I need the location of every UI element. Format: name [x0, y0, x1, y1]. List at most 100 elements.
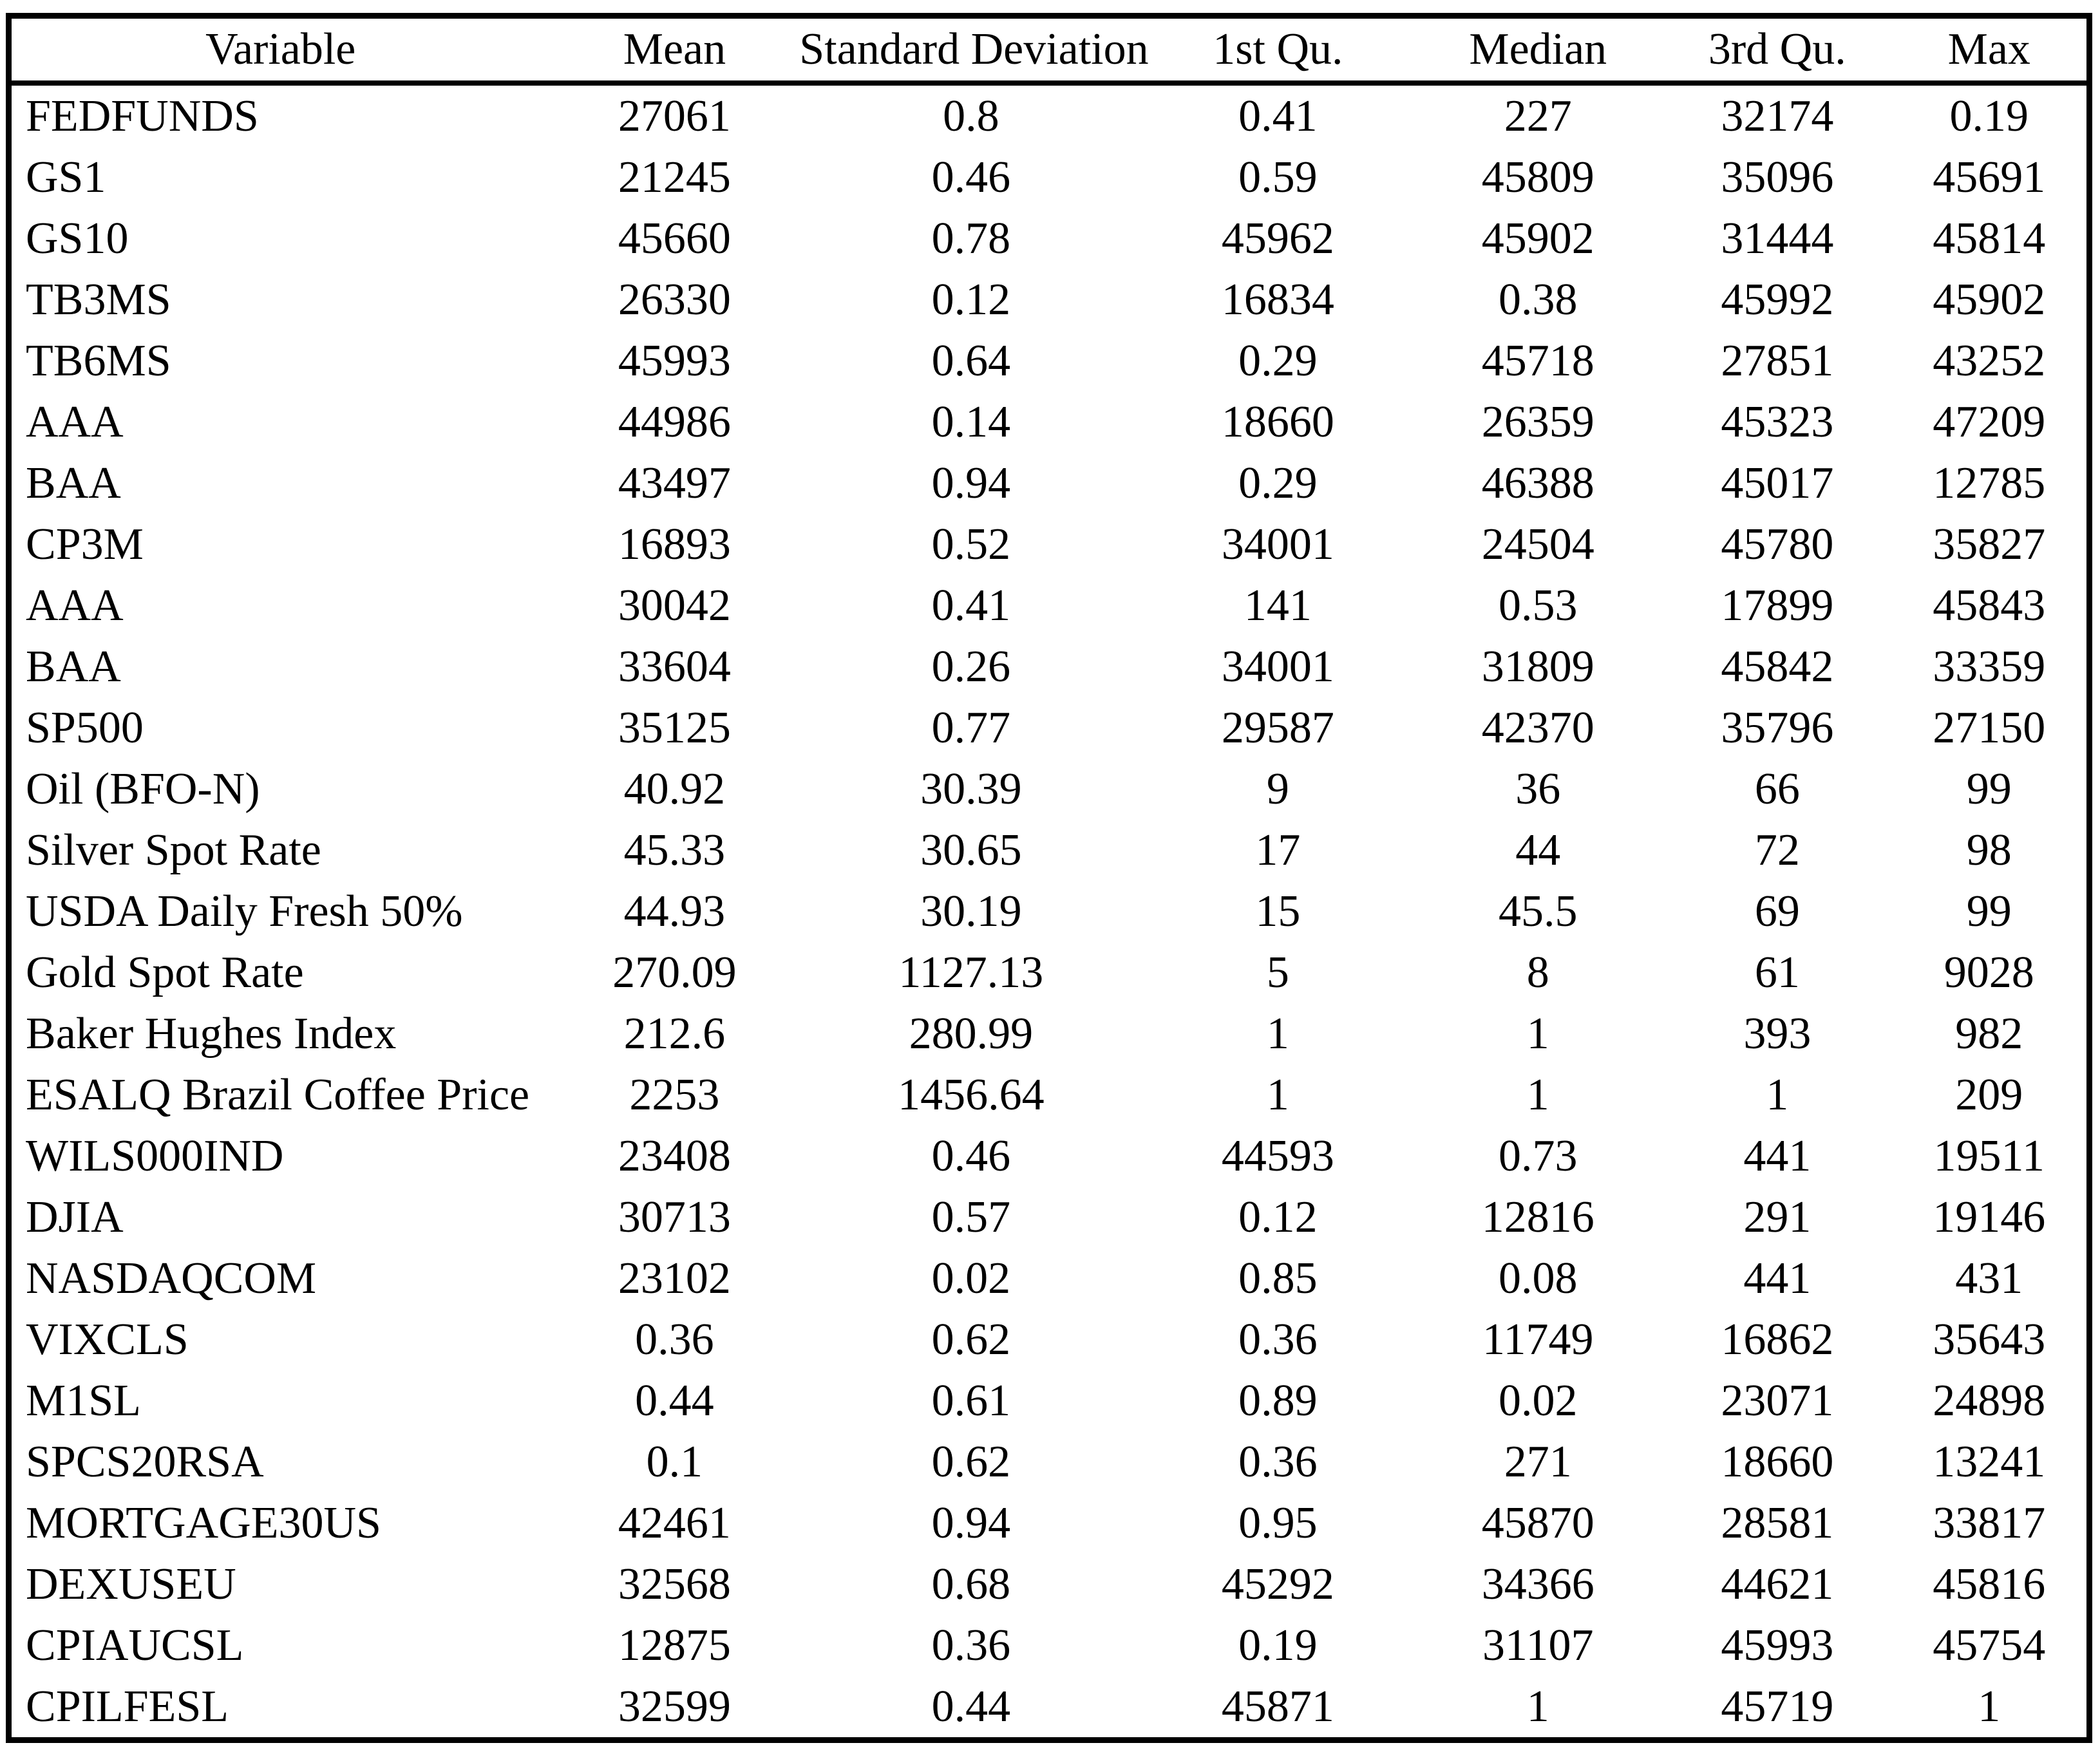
table-cell: 30.39 — [920, 764, 1022, 814]
row-label: TB6MS — [26, 335, 171, 386]
table-cell: 32599 — [618, 1681, 731, 1731]
table-cell: 32174 — [1721, 91, 1834, 141]
table-cell: 28581 — [1721, 1498, 1834, 1548]
table-cell: 44986 — [618, 397, 731, 447]
row-label: DEXUSEU — [26, 1559, 236, 1609]
table-cell: 45902 — [1481, 213, 1594, 263]
table-row: CPILFESL 32599 0.44 45871 1 45719 1 — [9, 1676, 2090, 1740]
table-row: SP500 35125 0.77 29587 42370 35796 27150 — [9, 697, 2090, 758]
table-cell: 34366 — [1481, 1559, 1594, 1609]
table-cell: 0.41 — [931, 580, 1011, 630]
table-cell: 45660 — [618, 213, 731, 263]
row-label: NASDAQCOM — [26, 1253, 317, 1303]
row-label: GS10 — [26, 213, 129, 263]
table-cell: 0.44 — [931, 1681, 1011, 1731]
table-cell: 0.59 — [1238, 152, 1318, 202]
table-row: ESALQ Brazil Coffee Price 2253 1456.64 1 1 1 2… — [9, 1064, 2090, 1126]
table-cell: 0.02 — [931, 1253, 1011, 1303]
row-label: SPCS20RSA — [26, 1436, 264, 1487]
table-cell: 1 — [1526, 1008, 1549, 1059]
table-row: TB3MS 26330 0.12 16834 0.38 45992 45902 — [9, 269, 2090, 330]
table-cell: 24898 — [1933, 1375, 2046, 1426]
table-row: SPCS20RSA 0.1 0.62 0.36 271 18660 13241 — [9, 1431, 2090, 1493]
table-cell: 17899 — [1721, 580, 1834, 630]
table-cell: 45842 — [1721, 641, 1834, 692]
table-cell: 46388 — [1481, 458, 1594, 508]
table-cell: 30713 — [618, 1192, 731, 1242]
table-cell: 5 — [1266, 947, 1289, 997]
table-cell: 45902 — [1933, 274, 2046, 325]
table-cell: 45.5 — [1499, 886, 1578, 936]
table-cell: 66 — [1754, 764, 1800, 814]
table-cell: 209 — [1955, 1069, 2023, 1120]
table-cell: 35796 — [1721, 702, 1834, 753]
table-cell: 35125 — [618, 702, 731, 753]
table-cell: 44593 — [1221, 1131, 1334, 1181]
table-cell: 0.36 — [1238, 1314, 1318, 1364]
table-row: Baker Hughes Index 212.6 280.99 1 1 393 982 — [9, 1003, 2090, 1064]
table-cell: 0.41 — [1238, 91, 1318, 141]
table-cell: 0.77 — [931, 702, 1011, 753]
table-cell: 31107 — [1482, 1620, 1594, 1670]
table-cell: 1 — [1266, 1008, 1289, 1059]
row-label: M1SL — [26, 1375, 141, 1426]
table-cell: 227 — [1504, 91, 1572, 141]
table-cell: 32568 — [618, 1559, 731, 1609]
table-cell: 27061 — [618, 91, 731, 141]
table-cell: 23071 — [1721, 1375, 1834, 1426]
table-cell: 9028 — [1944, 947, 2034, 997]
table-cell: 0.68 — [931, 1559, 1011, 1609]
row-label: ESALQ Brazil Coffee Price — [26, 1069, 530, 1120]
table-cell: 19511 — [1933, 1131, 2045, 1181]
row-label: SP500 — [26, 702, 144, 753]
table-cell: 29587 — [1221, 702, 1334, 753]
table-cell: 16893 — [618, 519, 731, 569]
table-cell: 0.14 — [931, 397, 1011, 447]
row-label: GS1 — [26, 152, 106, 202]
summary-statistics-table: Variable Mean Standard Deviation 1st Qu. Med… — [6, 13, 2092, 1743]
table-cell: 30.65 — [920, 825, 1022, 875]
table-cell: 15 — [1255, 886, 1301, 936]
table-cell: 280.99 — [909, 1008, 1034, 1059]
table-cell: 393 — [1743, 1008, 1811, 1059]
table-cell: 0.44 — [635, 1375, 714, 1426]
table-cell: 33359 — [1933, 641, 2046, 692]
table-cell: 0.46 — [931, 152, 1011, 202]
table-cell: 45017 — [1721, 458, 1834, 508]
table-cell: 0.12 — [931, 274, 1011, 325]
table-cell: 9 — [1266, 764, 1289, 814]
table-cell: 72 — [1754, 825, 1800, 875]
table-cell: 0.8 — [943, 91, 999, 141]
table-cell: 0.26 — [931, 641, 1011, 692]
table-cell: 35096 — [1721, 152, 1834, 202]
table-cell: 11749 — [1482, 1314, 1594, 1364]
table-cell: 0.36 — [635, 1314, 714, 1364]
row-label: Silver Spot Rate — [26, 825, 321, 875]
table-cell: 12816 — [1481, 1192, 1594, 1242]
table-cell: 0.61 — [931, 1375, 1011, 1426]
table-cell: 45.33 — [623, 825, 726, 875]
table-cell: 34001 — [1221, 641, 1334, 692]
table-cell: 0.19 — [1238, 1620, 1318, 1670]
table-row: Oil (BFO-N) 40.92 30.39 9 36 66 99 — [9, 758, 2090, 820]
table-row: M1SL 0.44 0.61 0.89 0.02 23071 24898 — [9, 1370, 2090, 1431]
table-cell: 27851 — [1721, 335, 1834, 386]
row-label: Baker Hughes Index — [26, 1008, 397, 1059]
row-label: CPILFESL — [26, 1681, 229, 1731]
table-cell: 12785 — [1933, 458, 2046, 508]
table-cell: 212.6 — [623, 1008, 726, 1059]
table-cell: 23102 — [618, 1253, 731, 1303]
table-cell: 43252 — [1933, 335, 2046, 386]
table-cell: 1 — [1978, 1681, 2001, 1731]
table-cell: 1127.13 — [898, 947, 1044, 997]
table-cell: 45871 — [1221, 1681, 1334, 1731]
table-cell: 16834 — [1221, 274, 1334, 325]
row-label: WILS000IND — [26, 1131, 284, 1181]
row-label: MORTGAGE30US — [26, 1498, 381, 1548]
table-cell: 1 — [1526, 1069, 1549, 1120]
table-cell: 45814 — [1933, 213, 2046, 263]
table-row: DJIA 30713 0.57 0.12 12816 291 19146 — [9, 1187, 2090, 1248]
table-cell: 141 — [1244, 580, 1312, 630]
table-row: DEXUSEU 32568 0.68 45292 34366 44621 45816 — [9, 1554, 2090, 1615]
